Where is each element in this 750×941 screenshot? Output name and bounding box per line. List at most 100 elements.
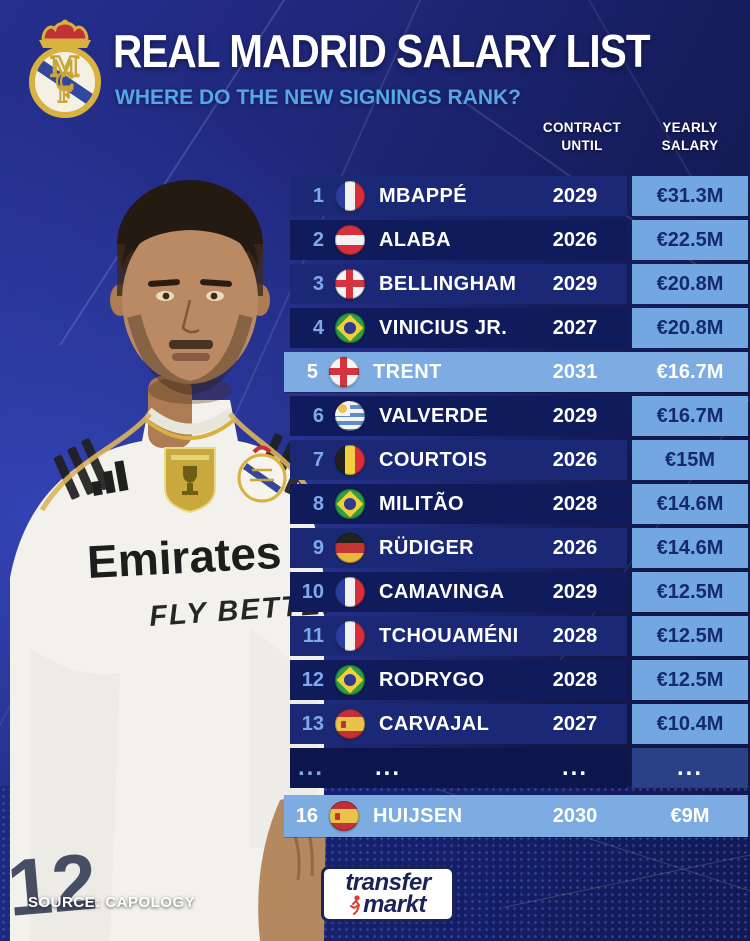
player-name: MILITÃO <box>379 492 465 515</box>
salary-value: €31.3M <box>632 176 748 216</box>
flag-brazil-icon <box>335 665 365 695</box>
flag-brazil-icon <box>335 489 365 519</box>
rank-label: 3 <box>312 272 324 295</box>
player-ellipsis: ... <box>375 754 402 781</box>
salary-value: €15M <box>632 440 748 480</box>
player-name: RODRYGO <box>379 668 485 691</box>
rank-label: 8 <box>312 492 324 515</box>
rank-label: 12 <box>301 668 324 691</box>
salary-value: €20.8M <box>632 264 748 304</box>
contract-until-value: 2026 <box>552 536 598 559</box>
svg-text:C: C <box>56 67 75 96</box>
player-name: ALABA <box>379 228 451 251</box>
svg-text:M: M <box>51 50 79 83</box>
contract-header-line2: UNTIL <box>561 137 603 153</box>
club-badge-icon <box>164 447 216 514</box>
row-main: 3 BELLINGHAM 2029 <box>290 264 627 304</box>
contract-until-value: 2028 <box>552 668 598 691</box>
row-main: 13 CARVAJAL 2027 <box>290 704 627 744</box>
table-row: 13 CARVAJAL 2027 €10.4M <box>290 704 748 744</box>
salary-value: €14.6M <box>632 528 748 568</box>
contract-until-value: 2028 <box>552 624 598 647</box>
flag-france-icon <box>335 621 365 651</box>
player-name: CARVAJAL <box>379 712 490 735</box>
flag-france-icon <box>335 181 365 211</box>
contract-header-line1: CONTRACT <box>542 120 622 135</box>
player-name: COURTOIS <box>379 448 488 471</box>
real-madrid-crest: M C F <box>24 16 106 125</box>
table-row-highlighted: 5 TRENT 2031 €16.7M <box>284 352 748 392</box>
flag-austria-icon <box>335 225 365 255</box>
transfermarkt-logo-line2: markt <box>350 891 426 918</box>
transfermarkt-logo: transfer markt <box>321 866 455 922</box>
contract-ellipsis: ... <box>561 754 588 781</box>
salary-value: €22.5M <box>632 220 748 260</box>
flag-france-icon <box>335 577 365 607</box>
row-main: 8 MILITÃO 2028 <box>290 484 627 524</box>
player-name: CAMAVINGA <box>379 580 505 603</box>
row-main: 6 VALVERDE 2029 <box>290 396 627 436</box>
player-name: MBAPPÉ <box>379 184 467 207</box>
table-row: 10 CAMAVINGA 2029 €12.5M <box>290 572 748 612</box>
rank-label: 4 <box>312 316 324 339</box>
rank-label: 1 <box>312 184 324 207</box>
table-row-ellipsis: ... ... ... ... <box>290 748 748 788</box>
flag-spain-icon <box>335 709 365 739</box>
table-row: 4 VINICIUS JR. 2027 €20.8M <box>290 308 748 348</box>
rank-label: 13 <box>301 712 324 735</box>
row-main: 10 CAMAVINGA 2029 <box>290 572 627 612</box>
contract-until-value: 2029 <box>552 580 598 603</box>
salary-value: €12.5M <box>632 660 748 700</box>
flag-belgium-icon <box>335 445 365 475</box>
adidas-logo-icon <box>91 460 129 496</box>
table-row: 12 RODRYGO 2028 €12.5M <box>290 660 748 700</box>
contract-until-value: 2030 <box>552 804 598 827</box>
player-name: TRENT <box>373 360 442 383</box>
row-main: ... ... ... <box>290 748 627 788</box>
rank-label: 10 <box>301 580 324 603</box>
salary-ellipsis: ... <box>632 748 748 788</box>
transfermarkt-logo-line1: transfer <box>345 868 431 896</box>
row-main: 1 MBAPPÉ 2029 <box>290 176 627 216</box>
flag-brazil-icon <box>335 313 365 343</box>
player-name: TCHOUAMÉNI <box>379 624 519 647</box>
contract-until-value: 2029 <box>552 404 598 427</box>
salary-value: €9M <box>670 804 710 827</box>
chest-crest-icon <box>237 445 287 503</box>
rank-label: 11 <box>302 624 324 647</box>
salary-header-line1: YEARLY <box>662 120 718 135</box>
flag-germany-icon <box>335 533 365 563</box>
flag-spain-icon <box>329 801 359 831</box>
svg-text:F: F <box>58 82 72 107</box>
flag-england-icon <box>335 269 365 299</box>
contract-until-value: 2029 <box>552 272 598 295</box>
row-main: 16 HUIJSEN 2030 <box>284 795 627 837</box>
flag-uruguay-icon <box>335 401 365 431</box>
runner-icon <box>350 895 361 916</box>
table-row: 1 MBAPPÉ 2029 €31.3M <box>290 176 748 216</box>
contract-until-value: 2026 <box>552 448 598 471</box>
row-main: 2 ALABA 2026 <box>290 220 627 260</box>
player-photo: Emirates FLY BETTER 12 <box>4 180 330 941</box>
player-name: VALVERDE <box>379 404 489 427</box>
salary-table: 1 MBAPPÉ 2029 €31.3M 2 ALABA 2026 €22.5M… <box>284 176 748 841</box>
player-name: BELLINGHAM <box>379 272 517 295</box>
contract-until-value: 2027 <box>552 712 598 735</box>
table-row: 11 TCHOUAMÉNI 2028 €12.5M <box>290 616 748 656</box>
row-main: 11 TCHOUAMÉNI 2028 <box>290 616 627 656</box>
column-header-salary: YEARLY SALARY <box>632 119 748 154</box>
rank-label: 9 <box>312 536 324 559</box>
salary-value: €12.5M <box>632 616 748 656</box>
contract-until-value: 2028 <box>552 492 598 515</box>
player-name: RÜDIGER <box>379 536 475 559</box>
player-name: HUIJSEN <box>373 804 463 827</box>
contract-until-value: 2026 <box>552 228 598 251</box>
salary-value: €20.8M <box>632 308 748 348</box>
row-main: 4 VINICIUS JR. 2027 <box>290 308 627 348</box>
rank-label: 2 <box>312 228 324 251</box>
flag-england-icon <box>329 357 359 387</box>
rank-label: 7 <box>312 448 324 471</box>
transfermarkt-logo-word2: markt <box>363 891 426 918</box>
rank-label: 5 <box>306 360 318 383</box>
